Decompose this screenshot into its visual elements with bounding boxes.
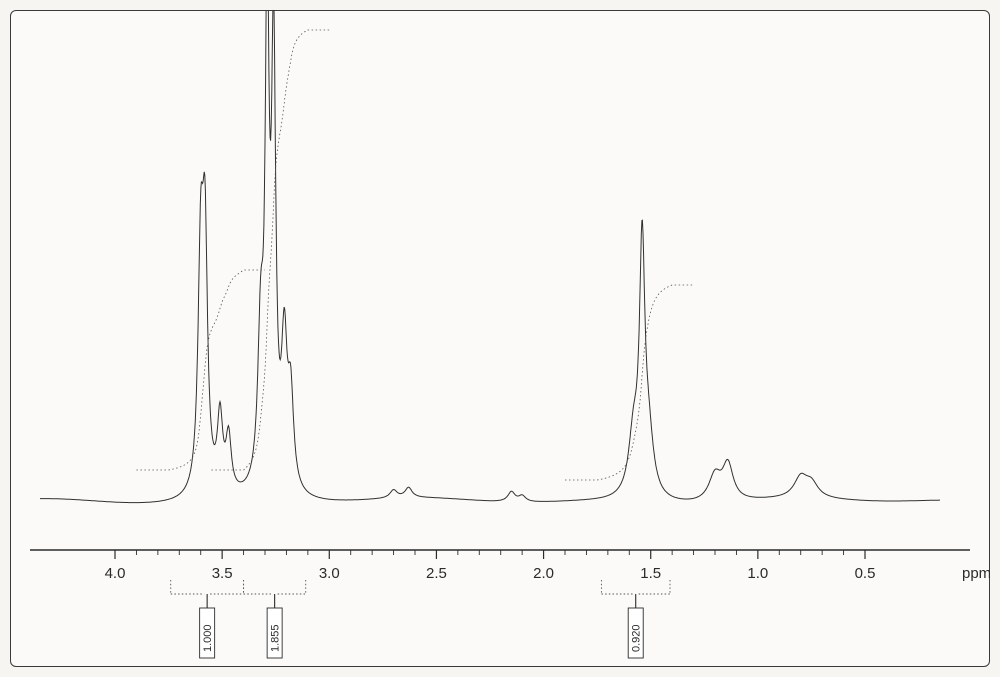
spectrum-trace-layer [40, 10, 940, 503]
integral-trace [136, 270, 265, 470]
integral-value-label: 1.855 [270, 624, 282, 652]
x-axis-tick-label: 2.5 [426, 565, 447, 582]
x-axis-tick-label: 1.5 [640, 565, 661, 582]
integral-traces-layer [136, 30, 693, 480]
integral-value-label: 0.920 [631, 624, 643, 652]
x-axis-tick-label: 3.5 [212, 565, 233, 582]
integral-trace [565, 285, 694, 480]
x-axis-unit-label: ppm [962, 565, 990, 582]
x-axis-tick-label: 4.0 [105, 565, 126, 582]
integral-trace [211, 30, 329, 470]
x-axis-tick-label: 2.0 [533, 565, 554, 582]
x-axis-layer: 4.0 3.5 3.0 2.5 2.0 1.5 1.0 0.5 ppm [30, 550, 990, 582]
integral-brackets-layer: 1.000 1.855 0.920 [171, 580, 670, 658]
x-axis-tick-label: 3.0 [319, 565, 340, 582]
integral-value-label: 1.000 [202, 624, 214, 652]
spectrum-trace [40, 10, 940, 503]
nmr-spectrum-plot: 4.0 3.5 3.0 2.5 2.0 1.5 1.0 0.5 ppm 1.000 1.855 0.… [10, 10, 990, 667]
x-axis-tick-label: 0.5 [855, 565, 876, 582]
x-axis-tick-label: 1.0 [747, 565, 768, 582]
nmr-spectrum-page: 4.0 3.5 3.0 2.5 2.0 1.5 1.0 0.5 ppm 1.000 1.855 0.… [0, 0, 1000, 677]
